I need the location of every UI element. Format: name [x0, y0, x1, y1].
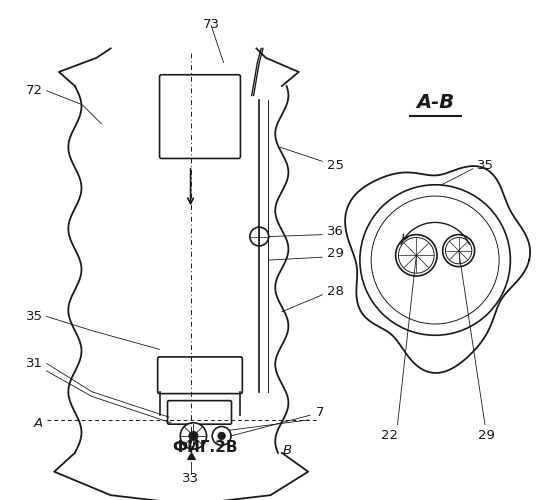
Circle shape: [371, 196, 499, 324]
Polygon shape: [188, 453, 195, 460]
Text: 35: 35: [26, 310, 43, 323]
Circle shape: [189, 431, 198, 440]
Circle shape: [212, 426, 231, 446]
FancyBboxPatch shape: [167, 400, 232, 424]
Text: 29: 29: [478, 430, 496, 442]
Text: 25: 25: [327, 160, 344, 172]
Circle shape: [445, 238, 472, 264]
Text: 28: 28: [327, 284, 344, 298]
Text: 72: 72: [26, 84, 43, 97]
Text: 35: 35: [478, 160, 494, 172]
Circle shape: [442, 234, 475, 266]
Circle shape: [180, 423, 206, 449]
Text: 22: 22: [382, 430, 398, 442]
Text: 36: 36: [327, 226, 344, 238]
Text: 73: 73: [203, 18, 220, 32]
Circle shape: [250, 227, 268, 246]
Circle shape: [360, 185, 511, 336]
Circle shape: [218, 432, 225, 440]
Text: 29: 29: [327, 247, 344, 260]
Text: 31: 31: [26, 357, 43, 370]
FancyBboxPatch shape: [158, 357, 242, 394]
FancyBboxPatch shape: [160, 75, 240, 158]
Text: 7: 7: [316, 406, 324, 419]
Text: ФИГ.2В: ФИГ.2В: [172, 440, 238, 454]
Text: А-В: А-В: [416, 94, 454, 112]
Text: 33: 33: [182, 472, 199, 484]
Circle shape: [398, 238, 434, 273]
Text: B: B: [283, 444, 292, 458]
Text: A: A: [34, 417, 43, 430]
Circle shape: [396, 234, 437, 276]
